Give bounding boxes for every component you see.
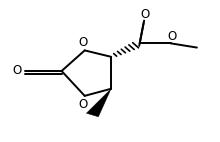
Text: O: O xyxy=(78,36,88,49)
Text: O: O xyxy=(140,8,149,21)
Text: O: O xyxy=(12,64,22,78)
Text: O: O xyxy=(168,30,177,43)
Polygon shape xyxy=(86,89,111,117)
Text: O: O xyxy=(78,98,88,111)
